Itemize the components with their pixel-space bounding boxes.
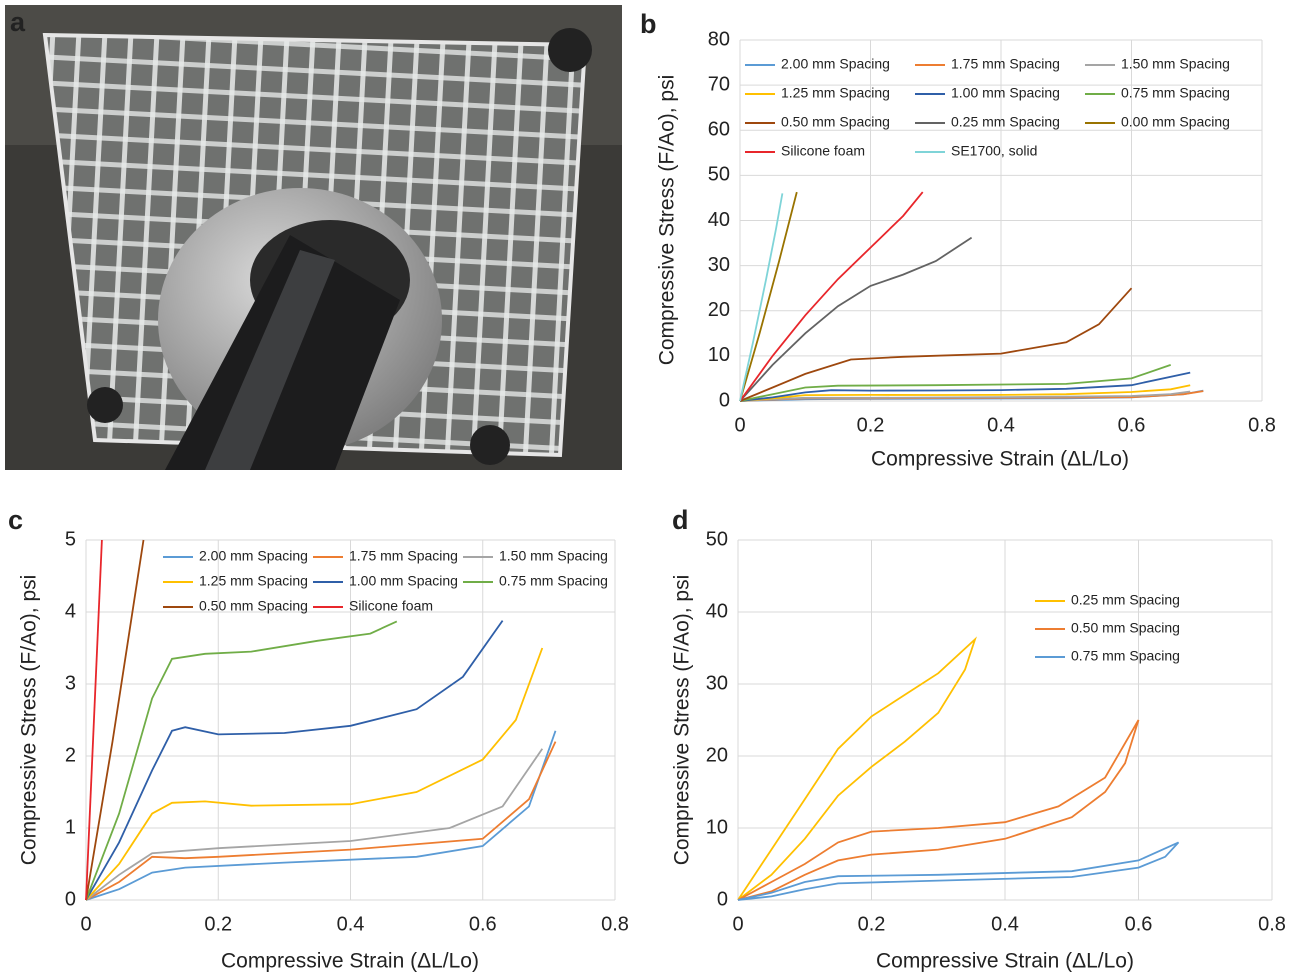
y-tick-label: 50	[706, 528, 728, 550]
legend-label: 1.75 mm Spacing	[951, 56, 1060, 72]
series-line	[737, 636, 977, 901]
series-line	[85, 620, 504, 901]
legend-label: 0.50 mm Spacing	[1071, 620, 1180, 636]
y-tick-label: 0	[719, 389, 730, 411]
series-line	[739, 371, 1191, 402]
y-axis-label: Compressive Stress (F/Ao), psi	[656, 75, 679, 366]
series-line	[85, 620, 398, 901]
legend-label: 0.75 mm Spacing	[1121, 85, 1230, 101]
x-tick-label: 0.8	[601, 913, 629, 935]
pipe-highlight	[205, 250, 335, 470]
x-tick-label: 0.2	[858, 913, 886, 935]
series-line	[737, 719, 1140, 901]
legend-label: 0.75 mm Spacing	[1071, 648, 1180, 664]
series-line	[85, 730, 557, 901]
y-tick-label: 1	[65, 816, 76, 838]
bolt-hole	[548, 28, 592, 72]
y-tick-label: 2	[65, 744, 76, 766]
y-tick-label: 0	[65, 888, 76, 910]
x-tick-label: 0.2	[204, 913, 232, 935]
legend-label: 1.25 mm Spacing	[781, 85, 890, 101]
series-line	[739, 384, 1191, 402]
series-line	[85, 748, 544, 901]
series-line	[739, 191, 798, 402]
x-tick-label: 0.4	[337, 913, 365, 935]
legend-label: 1.50 mm Spacing	[499, 548, 608, 564]
bolt-hole	[470, 425, 510, 465]
x-axis-label: Compressive Strain (ΔL/Lo)	[221, 950, 479, 973]
legend-label: 1.75 mm Spacing	[349, 548, 458, 564]
series-line	[85, 647, 544, 901]
bolt-hole	[87, 387, 123, 423]
y-tick-label: 5	[65, 528, 76, 550]
x-tick-label: 0.6	[469, 913, 497, 935]
x-tick-label: 0.4	[987, 414, 1015, 436]
legend-label: Silicone foam	[781, 143, 865, 159]
y-tick-label: 60	[708, 119, 730, 141]
y-tick-label: 20	[706, 744, 728, 766]
x-tick-label: 0.6	[1125, 913, 1153, 935]
y-tick-label: 20	[708, 299, 730, 321]
legend-label: 0.25 mm Spacing	[1071, 592, 1180, 608]
legend-label: 0.00 mm Spacing	[1121, 114, 1230, 130]
legend-label: 2.00 mm Spacing	[199, 548, 308, 564]
series-line	[739, 390, 1191, 402]
panel-label: d	[672, 505, 689, 535]
x-tick-label: 0.8	[1248, 414, 1276, 436]
series-line	[739, 364, 1171, 402]
legend-label: 2.00 mm Spacing	[781, 56, 890, 72]
x-tick-label: 0	[734, 414, 745, 436]
panel-label: b	[640, 9, 657, 39]
y-tick-label: 4	[65, 600, 76, 622]
x-axis-label: Compressive Strain (ΔL/Lo)	[871, 448, 1129, 471]
y-tick-label: 10	[706, 816, 728, 838]
legend-label: 0.50 mm Spacing	[199, 598, 308, 614]
x-tick-label: 0.8	[1258, 913, 1286, 935]
y-tick-label: 40	[708, 209, 730, 231]
panel-label: c	[8, 505, 23, 535]
series-line	[737, 841, 1180, 901]
series-line	[85, 539, 103, 901]
legend-label: 1.50 mm Spacing	[1121, 56, 1230, 72]
y-tick-label: 70	[708, 73, 730, 95]
series-line	[85, 741, 557, 901]
y-tick-label: 10	[708, 344, 730, 366]
legend-label: 1.00 mm Spacing	[349, 573, 458, 589]
series-line	[739, 236, 973, 402]
y-tick-label: 40	[706, 600, 728, 622]
y-axis-label: Compressive Stress (F/Ao), psi	[18, 575, 41, 866]
y-tick-label: 80	[708, 28, 730, 50]
legend-label: 0.50 mm Spacing	[781, 114, 890, 130]
legend-label: 0.25 mm Spacing	[951, 114, 1060, 130]
series-line	[739, 191, 924, 402]
legend-label: SE1700, solid	[951, 143, 1037, 159]
legend-label: 0.75 mm Spacing	[499, 573, 608, 589]
panel-label: a	[10, 7, 26, 37]
y-tick-label: 50	[708, 164, 730, 186]
x-tick-label: 0	[80, 913, 91, 935]
series-line	[739, 287, 1133, 402]
legend-label: 1.00 mm Spacing	[951, 85, 1060, 101]
y-tick-label: 30	[706, 672, 728, 694]
photo	[5, 5, 622, 470]
series-line	[85, 539, 145, 901]
series-line	[739, 193, 784, 402]
y-tick-label: 3	[65, 672, 76, 694]
y-axis-label: Compressive Stress (F/Ao), psi	[671, 575, 694, 866]
x-axis-label: Compressive Strain (ΔL/Lo)	[876, 950, 1134, 973]
legend-label: 1.25 mm Spacing	[199, 573, 308, 589]
x-tick-label: 0.2	[857, 414, 885, 436]
y-tick-label: 0	[717, 888, 728, 910]
legend-label: Silicone foam	[349, 598, 433, 614]
x-tick-label: 0.6	[1118, 414, 1146, 436]
x-tick-label: 0	[732, 913, 743, 935]
y-tick-label: 30	[708, 254, 730, 276]
x-tick-label: 0.4	[991, 913, 1019, 935]
